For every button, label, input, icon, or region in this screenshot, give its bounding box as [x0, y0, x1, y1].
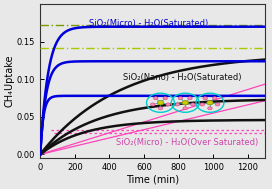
Circle shape	[183, 107, 187, 110]
Circle shape	[188, 97, 192, 100]
Circle shape	[191, 103, 195, 106]
X-axis label: Time (min): Time (min)	[126, 175, 179, 185]
Circle shape	[150, 103, 155, 106]
Circle shape	[208, 107, 212, 110]
Y-axis label: CH₄Uptake: CH₄Uptake	[4, 55, 14, 107]
Circle shape	[166, 103, 171, 106]
Text: SiO₂(Nano) - H₂O(Saturated): SiO₂(Nano) - H₂O(Saturated)	[123, 73, 242, 82]
Circle shape	[212, 97, 217, 100]
Circle shape	[163, 97, 168, 100]
Circle shape	[215, 103, 220, 106]
Text: SiO₂(Micro) - H₂O(Over Saturated): SiO₂(Micro) - H₂O(Over Saturated)	[116, 138, 258, 147]
Text: SiO₂(Micro) - H₂O(Saturated): SiO₂(Micro) - H₂O(Saturated)	[89, 19, 209, 28]
Circle shape	[182, 101, 188, 105]
Circle shape	[175, 103, 180, 106]
Circle shape	[207, 101, 213, 105]
Circle shape	[200, 103, 205, 106]
Circle shape	[178, 97, 183, 100]
Circle shape	[153, 97, 158, 100]
Circle shape	[157, 101, 164, 105]
Circle shape	[158, 107, 163, 110]
Circle shape	[203, 97, 208, 100]
